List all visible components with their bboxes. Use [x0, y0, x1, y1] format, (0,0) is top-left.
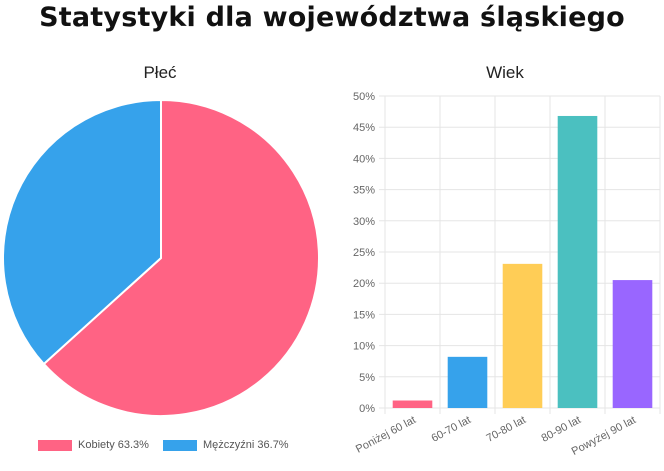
x-tick-label: Poniżej 60 lat [354, 414, 418, 456]
y-tick-label: 40% [353, 153, 375, 165]
x-tick-label: 70-80 lat [484, 414, 527, 445]
legend-label-kobiety: Kobiety 63.3% [78, 439, 149, 451]
y-tick-label: 50% [353, 91, 375, 103]
page-title: Statystyki dla województwa śląskiego [39, 2, 625, 33]
bar [557, 115, 598, 408]
legend-label-mezczyzni: Mężczyźni 36.7% [203, 439, 289, 451]
y-tick-label: 10% [353, 341, 375, 353]
pie-chart-title: Płeć [143, 63, 177, 82]
bar-chart-title: Wiek [486, 63, 524, 82]
pie-slice-kobiety [42, 98, 320, 417]
y-tick-label: 0% [359, 403, 375, 415]
bar [392, 400, 433, 408]
y-tick-label: 25% [353, 247, 375, 259]
y-tick-label: 30% [353, 216, 375, 228]
y-tick-label: 35% [353, 185, 375, 197]
y-tick-label: 45% [353, 122, 375, 134]
legend-item-kobiety[interactable]: Kobiety 63.3% [38, 437, 149, 453]
x-tick-label: 80-90 lat [539, 414, 582, 445]
bar [502, 263, 543, 408]
y-tick-label: 15% [353, 309, 375, 321]
bar [447, 356, 488, 408]
legend-swatch-kobiety [38, 439, 72, 451]
x-tick-label: 60-70 lat [429, 414, 472, 445]
legend-item-mezczyzni[interactable]: Mężczyźni 36.7% [163, 437, 289, 453]
y-tick-label: 20% [353, 278, 375, 290]
bar [612, 280, 653, 408]
legend-swatch-mezczyzni [163, 439, 197, 451]
y-tick-label: 5% [359, 372, 375, 384]
pie-slice-mezczyzni [2, 98, 162, 366]
